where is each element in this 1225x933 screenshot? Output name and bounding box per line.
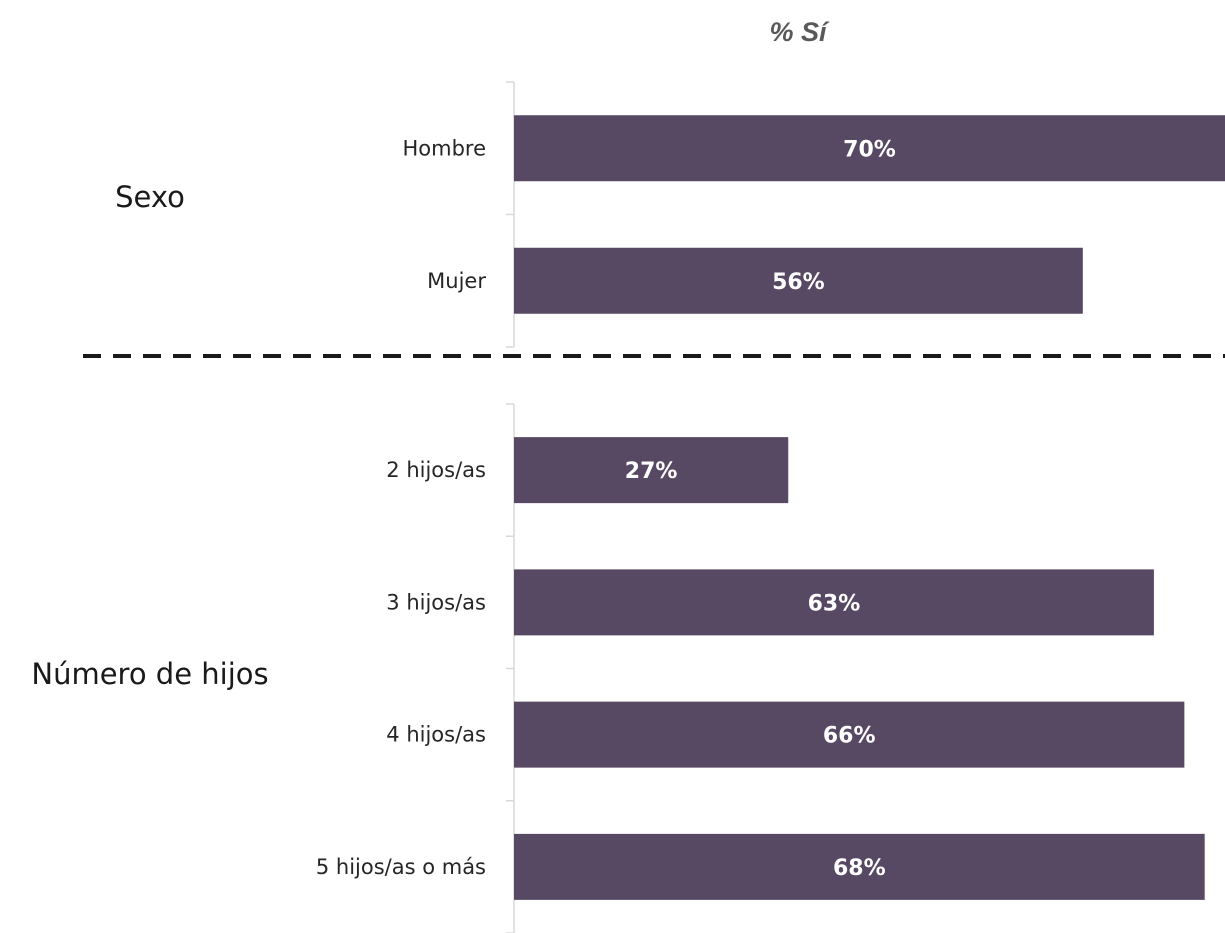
category-label-hombre: Hombre [402, 136, 486, 160]
data-label-2-hijos-as: 27% [625, 459, 678, 484]
data-label-mujer: 56% [772, 270, 825, 295]
data-label-3-hijos-as: 63% [808, 591, 861, 616]
bar-mujer [514, 247, 1083, 314]
category-label-5-hijos-as-o-mas: 5 hijos/as o más [316, 855, 486, 879]
bar-hombre [514, 115, 1225, 182]
bar-marks: 70% Hombre 56% Mujer 27% 2 hijos/as 63% 3 hijos… [316, 81, 1225, 933]
category-label-2-hijos-as: 2 hijos/as [386, 458, 486, 482]
bar-3-hijos-as [514, 569, 1154, 636]
category-label-mujer: Mujer [427, 269, 486, 293]
chart-title: % Sí [769, 17, 830, 47]
category-label-4-hijos-as: 4 hijos/as [386, 723, 486, 747]
data-label-5-hijos-as-o-mas: 68% [833, 856, 886, 881]
category-label-3-hijos-as: 3 hijos/as [386, 590, 486, 614]
bar-2-hijos-as [514, 437, 789, 504]
bar-4-hijos-as [514, 701, 1185, 768]
group-label-numero-de-hijos: Número de hijos [31, 657, 268, 691]
data-label-4-hijos-as: 66% [823, 724, 876, 749]
data-label-hombre: 70% [843, 137, 896, 162]
bar-5-hijos-as-o-mas [514, 833, 1205, 900]
group-label-sexo: Sexo [115, 180, 185, 214]
